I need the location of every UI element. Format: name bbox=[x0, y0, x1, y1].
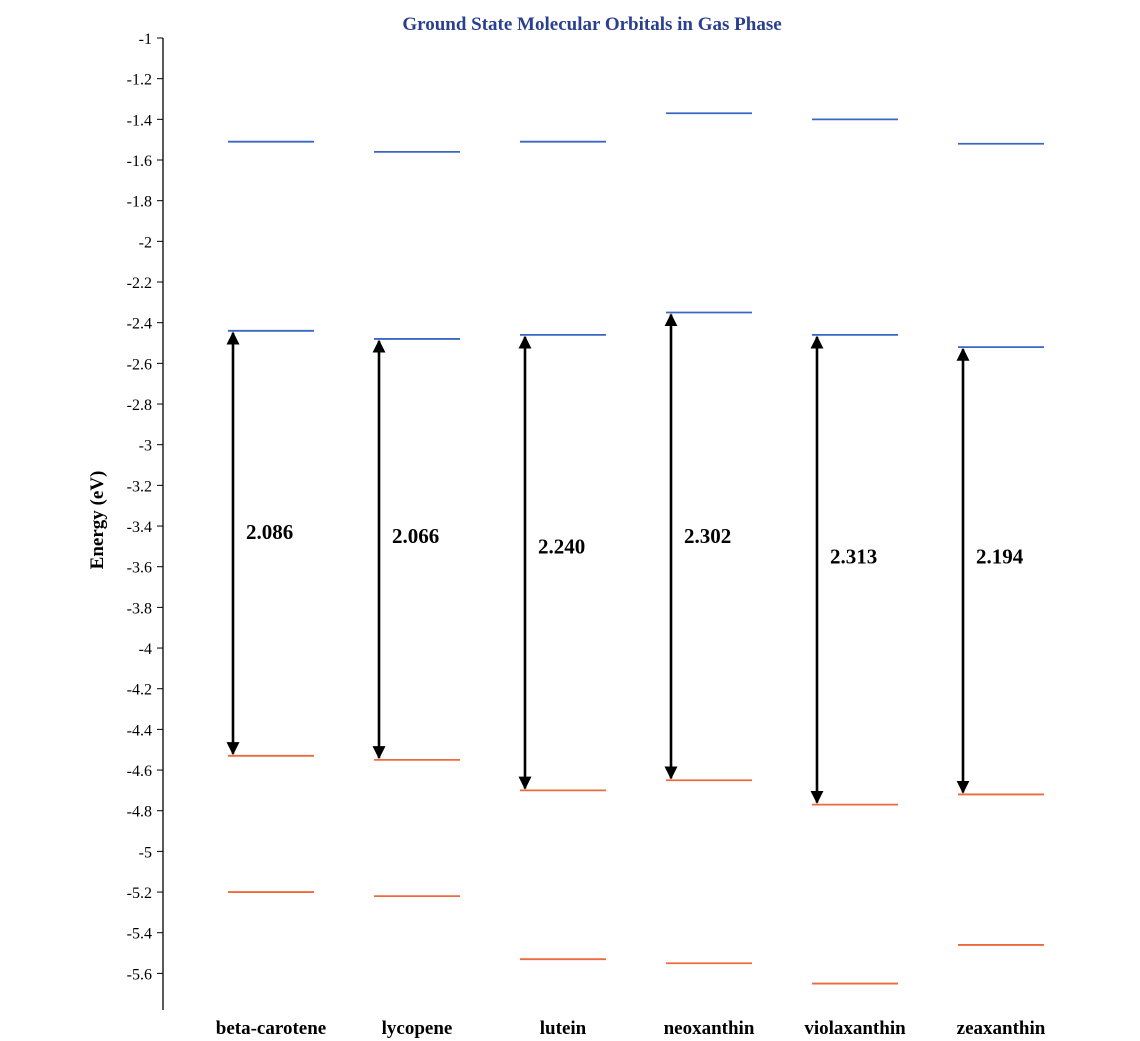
y-tick-label: -2.8 bbox=[127, 397, 152, 414]
gap-value-label: 2.194 bbox=[976, 545, 1024, 569]
y-tick-label: -4.6 bbox=[127, 763, 152, 780]
gap-value-label: 2.302 bbox=[684, 524, 731, 548]
y-tick-label: -5.2 bbox=[127, 885, 152, 902]
orbital-levels bbox=[228, 112, 1044, 985]
category-label: lycopene bbox=[382, 1018, 453, 1039]
y-tick-label: -4.2 bbox=[127, 682, 152, 699]
category-label: violaxanthin bbox=[804, 1018, 906, 1039]
y-tick-label: -1.6 bbox=[127, 153, 152, 170]
category-labels: beta-carotene lycopene lutein neoxanthin vio… bbox=[216, 1018, 1046, 1039]
y-tick-label: -3.4 bbox=[127, 519, 152, 536]
y-tick-label: -3.2 bbox=[127, 478, 152, 495]
y-tick-label: -4.8 bbox=[127, 804, 152, 821]
chart-title: Ground State Molecular Orbitals in Gas P… bbox=[402, 14, 781, 35]
y-tick-label: -3.8 bbox=[127, 600, 152, 617]
category-label: neoxanthin bbox=[664, 1018, 755, 1039]
y-tick-label: -1.4 bbox=[127, 112, 152, 129]
gap-value-label: 2.240 bbox=[538, 534, 585, 558]
y-tick-label: -1 bbox=[139, 31, 152, 48]
y-axis: -1 -1.2 -1.4 -1.6 -1.8 -2 -2.2 -2.4 -2.6 -2.8 -3 -3… bbox=[127, 31, 164, 1010]
category-label: lutein bbox=[540, 1018, 587, 1039]
y-tick-label: -3.6 bbox=[127, 560, 152, 577]
category-label: zeaxanthin bbox=[957, 1018, 1046, 1039]
y-tick-label: -2 bbox=[139, 234, 152, 251]
y-tick-label: -5.4 bbox=[127, 926, 152, 943]
gap-labels: 2.086 2.066 2.240 2.302 2.313 2.194 bbox=[246, 520, 1024, 568]
gap-value-label: 2.066 bbox=[392, 524, 439, 548]
gap-value-label: 2.086 bbox=[246, 520, 293, 544]
y-tick-label: -4 bbox=[139, 641, 152, 658]
y-tick-label: -5 bbox=[139, 844, 152, 861]
y-tick-label: -5.6 bbox=[127, 966, 152, 983]
y-tick-label: -2.4 bbox=[127, 316, 152, 333]
category-label: beta-carotene bbox=[216, 1018, 326, 1039]
y-axis-label: Energy (eV) bbox=[87, 471, 108, 570]
gap-value-label: 2.313 bbox=[830, 545, 877, 569]
y-tick-label: -2.2 bbox=[127, 275, 152, 292]
y-tick-label: -3 bbox=[139, 438, 152, 455]
y-tick-label: -2.6 bbox=[127, 356, 152, 373]
y-tick-label: -1.8 bbox=[127, 194, 152, 211]
y-tick-label: -1.2 bbox=[127, 72, 152, 89]
gap-arrows bbox=[226, 313, 970, 804]
y-tick-label: -4.4 bbox=[127, 722, 152, 739]
